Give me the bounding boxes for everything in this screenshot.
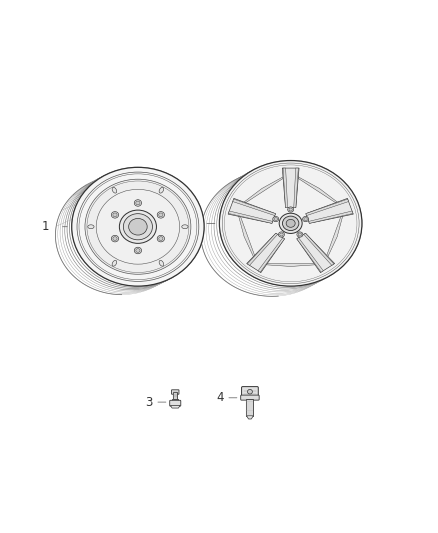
Polygon shape bbox=[247, 233, 285, 272]
Polygon shape bbox=[309, 211, 353, 223]
Ellipse shape bbox=[274, 217, 277, 221]
Ellipse shape bbox=[247, 390, 252, 394]
Ellipse shape bbox=[289, 208, 293, 211]
Text: 2: 2 bbox=[187, 217, 194, 230]
Polygon shape bbox=[247, 263, 335, 266]
Polygon shape bbox=[170, 406, 180, 408]
Ellipse shape bbox=[279, 213, 302, 233]
Bar bbox=[247, 399, 254, 416]
FancyBboxPatch shape bbox=[172, 390, 179, 394]
Ellipse shape bbox=[219, 160, 362, 286]
Polygon shape bbox=[282, 168, 299, 208]
Ellipse shape bbox=[297, 232, 303, 237]
Polygon shape bbox=[234, 198, 261, 272]
Polygon shape bbox=[282, 168, 353, 214]
Ellipse shape bbox=[134, 247, 141, 254]
Ellipse shape bbox=[88, 225, 94, 229]
Ellipse shape bbox=[286, 220, 295, 227]
Ellipse shape bbox=[182, 225, 188, 229]
Ellipse shape bbox=[124, 214, 152, 240]
Ellipse shape bbox=[280, 233, 283, 236]
Polygon shape bbox=[228, 211, 272, 223]
Ellipse shape bbox=[136, 248, 140, 253]
Ellipse shape bbox=[85, 179, 191, 274]
Ellipse shape bbox=[72, 167, 204, 286]
Text: 3: 3 bbox=[145, 395, 153, 409]
Ellipse shape bbox=[303, 216, 309, 222]
Ellipse shape bbox=[112, 261, 117, 266]
Ellipse shape bbox=[159, 261, 164, 266]
Ellipse shape bbox=[157, 236, 165, 242]
Polygon shape bbox=[247, 233, 278, 265]
Ellipse shape bbox=[129, 219, 147, 235]
Polygon shape bbox=[321, 198, 347, 272]
Ellipse shape bbox=[112, 187, 117, 193]
Bar bbox=[173, 399, 178, 401]
Ellipse shape bbox=[279, 232, 284, 237]
Ellipse shape bbox=[298, 233, 302, 236]
Ellipse shape bbox=[288, 207, 293, 212]
Ellipse shape bbox=[159, 213, 163, 217]
Polygon shape bbox=[297, 233, 335, 272]
Bar bbox=[173, 392, 177, 399]
Polygon shape bbox=[228, 198, 276, 223]
Ellipse shape bbox=[273, 216, 279, 222]
Ellipse shape bbox=[157, 212, 165, 218]
FancyBboxPatch shape bbox=[242, 386, 258, 397]
Ellipse shape bbox=[226, 166, 356, 280]
Ellipse shape bbox=[120, 210, 156, 244]
Polygon shape bbox=[306, 198, 353, 223]
FancyBboxPatch shape bbox=[241, 395, 259, 400]
Text: 1: 1 bbox=[42, 220, 49, 233]
Polygon shape bbox=[228, 168, 299, 214]
Polygon shape bbox=[233, 199, 276, 215]
Ellipse shape bbox=[159, 187, 164, 193]
Text: 4: 4 bbox=[216, 391, 224, 405]
Ellipse shape bbox=[134, 200, 141, 206]
FancyBboxPatch shape bbox=[170, 400, 181, 406]
Polygon shape bbox=[304, 233, 334, 265]
Ellipse shape bbox=[113, 237, 117, 240]
Ellipse shape bbox=[304, 217, 307, 221]
Ellipse shape bbox=[111, 212, 119, 218]
Ellipse shape bbox=[111, 236, 119, 242]
Polygon shape bbox=[283, 168, 288, 208]
Polygon shape bbox=[294, 168, 298, 208]
Ellipse shape bbox=[113, 213, 117, 217]
Polygon shape bbox=[297, 238, 323, 272]
Ellipse shape bbox=[283, 216, 299, 231]
Ellipse shape bbox=[159, 237, 163, 240]
Ellipse shape bbox=[96, 189, 180, 264]
Polygon shape bbox=[247, 416, 254, 419]
Polygon shape bbox=[306, 199, 349, 215]
Ellipse shape bbox=[136, 201, 140, 205]
Polygon shape bbox=[258, 238, 285, 272]
